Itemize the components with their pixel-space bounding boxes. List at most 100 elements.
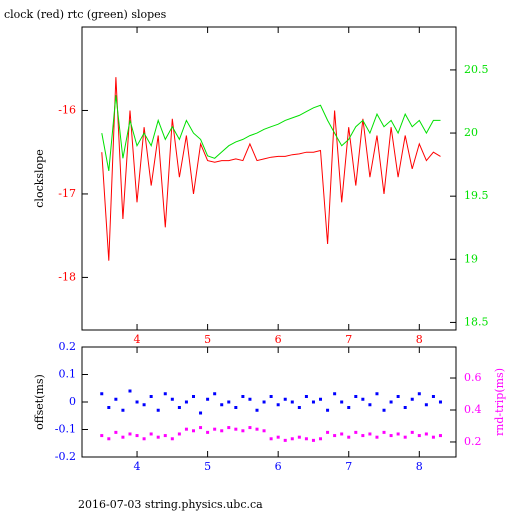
point: [269, 395, 273, 398]
point: [114, 397, 118, 401]
point: [163, 434, 167, 438]
point: [241, 395, 245, 398]
x-tick-label: 6: [275, 333, 282, 346]
point: [163, 392, 167, 396]
point: [177, 432, 181, 436]
point: [149, 432, 153, 436]
y-tick-label: 0: [69, 395, 76, 408]
point: [149, 395, 153, 398]
plot-frame: [81, 26, 457, 331]
point: [326, 430, 330, 434]
point: [340, 432, 344, 436]
point: [354, 395, 358, 398]
point: [319, 437, 323, 441]
point: [269, 437, 273, 441]
point: [396, 395, 400, 398]
x-tick-label: 4: [134, 333, 141, 346]
point: [199, 411, 203, 415]
point: [100, 434, 104, 438]
point: [234, 406, 238, 409]
point: [184, 427, 188, 431]
y2-tick-label: 19: [464, 252, 478, 265]
y2-tick-label: 0.6: [464, 371, 482, 384]
footer: 2016-07-03 string.physics.ubc.ca: [78, 498, 263, 511]
point: [234, 427, 238, 431]
point: [431, 395, 435, 398]
point: [438, 434, 442, 438]
point: [191, 429, 195, 433]
point: [403, 435, 407, 439]
point: [319, 397, 323, 401]
point: [135, 434, 139, 438]
point: [304, 395, 308, 398]
point: [417, 392, 421, 396]
point: [220, 429, 224, 433]
point: [431, 435, 435, 439]
chart-title: clock (red) rtc (green) slopes: [4, 8, 167, 21]
x-tick-label: 5: [204, 460, 211, 473]
point: [368, 403, 372, 407]
point: [213, 392, 217, 396]
point: [410, 430, 414, 434]
point: [333, 392, 337, 396]
point: [424, 432, 428, 436]
point: [290, 437, 294, 441]
point: [389, 434, 393, 438]
point: [177, 406, 181, 409]
y-axis-label: clockslope: [33, 149, 46, 207]
y-tick-label: -17: [58, 187, 76, 200]
point: [368, 432, 372, 436]
point: [156, 408, 160, 412]
point: [107, 437, 111, 441]
point: [135, 400, 139, 404]
y2-tick-label: 0.4: [464, 403, 482, 416]
point: [142, 403, 146, 407]
x-tick-label: 7: [345, 460, 352, 473]
point: [304, 437, 308, 441]
point: [248, 426, 252, 430]
point: [311, 400, 315, 404]
point: [403, 406, 407, 409]
x-tick-label: 8: [416, 460, 423, 473]
y-tick-label: -16: [58, 103, 76, 116]
x-tick-label: 5: [204, 333, 211, 346]
series-line: [101, 77, 441, 261]
y-tick-label: 0.2: [59, 340, 77, 353]
x-tick-label: 7: [345, 333, 352, 346]
y2-tick-label: 0.2: [464, 435, 482, 448]
point: [340, 400, 344, 404]
point: [213, 427, 217, 431]
y2-tick-label: 19.5: [464, 189, 489, 202]
point: [389, 400, 393, 404]
y-axis-label: offset(ms): [33, 374, 46, 430]
point: [206, 430, 210, 434]
point: [410, 397, 414, 401]
y-tick-label: -18: [58, 270, 76, 283]
point: [276, 403, 280, 407]
y-tick-label: 0.1: [59, 368, 77, 381]
x-tick-label: 8: [416, 333, 423, 346]
point: [241, 429, 245, 433]
point: [128, 389, 132, 393]
x-tick-label: 4: [134, 460, 141, 473]
point: [191, 395, 195, 398]
point: [255, 408, 259, 412]
point: [382, 408, 386, 412]
point: [347, 435, 351, 439]
point: [361, 397, 365, 401]
y2-axis-label: rnd-trip(ms): [493, 368, 506, 436]
point: [220, 403, 224, 407]
point: [375, 435, 379, 439]
point: [142, 437, 146, 441]
point: [396, 432, 400, 436]
point: [114, 430, 118, 434]
point: [170, 437, 174, 441]
point: [199, 426, 203, 430]
point: [227, 426, 231, 430]
point: [121, 408, 125, 412]
point: [283, 438, 287, 442]
y2-tick-label: 20.5: [464, 63, 489, 76]
point: [375, 392, 379, 396]
point: [100, 392, 104, 396]
point: [382, 430, 386, 434]
